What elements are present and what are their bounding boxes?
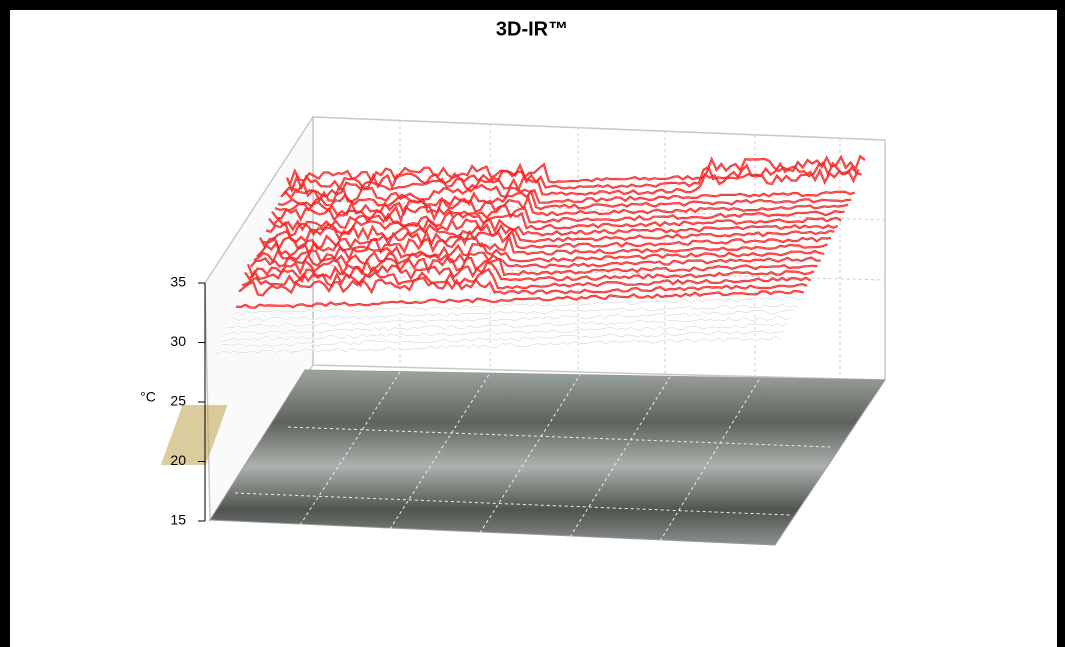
z-tick-label: 20: [170, 452, 186, 468]
window: 3D-IR™ 15 20 25 30 35 °C: [0, 0, 1065, 647]
z-tick-label: 35: [170, 274, 186, 290]
z-axis-label: °C: [140, 389, 156, 405]
z-tick-label: 15: [170, 512, 186, 528]
z-tick-label: 30: [170, 333, 186, 349]
chart: 3D-IR™ 15 20 25 30 35 °C: [0, 0, 1065, 647]
z-tick-label: 25: [170, 393, 186, 409]
chart-title: 3D-IR™: [496, 18, 568, 40]
floor-image: [210, 370, 885, 545]
